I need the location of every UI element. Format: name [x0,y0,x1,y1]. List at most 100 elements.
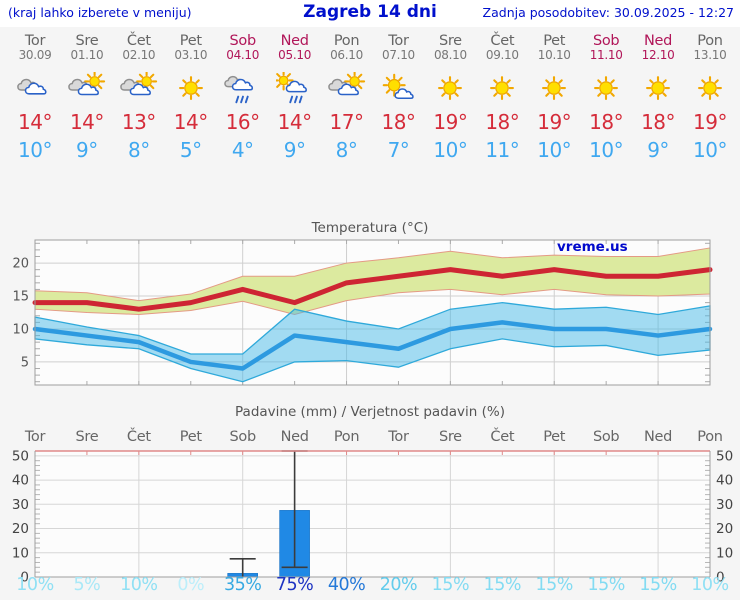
sunny-icon [528,72,580,106]
precip-day-label: Čet [126,429,151,445]
partly-sunny-icon [61,70,113,106]
high-temp: 19° [537,110,572,134]
day-name: Pon [333,33,360,49]
rain-icon [217,72,269,106]
high-temp: 19° [433,110,468,134]
day-name: Sre [75,33,99,49]
svg-text:15: 15 [12,290,29,305]
precipitation-day-labels: Tor Sre Čet Pet Sob Ned Pon Tor Sre Čet Pet Sob Ned P… [0,429,740,447]
sunny-icon [476,72,528,106]
day-name: Pet [543,33,566,49]
low-temp: 7° [387,138,410,162]
precip-day-label: Sob [229,429,256,445]
svg-text:5: 5 [21,355,29,370]
day-date: 01.10 [70,48,104,62]
day-date: 10.10 [537,48,571,62]
precip-day-label: Ned [280,429,309,445]
day-name: Sre [438,33,462,49]
svg-text:20: 20 [716,521,733,537]
precip-probability: 20% [379,575,418,595]
day-date: 02.10 [122,48,156,62]
low-temp: 5° [179,138,202,162]
precip-probability: 0% [177,575,205,595]
precip-probability: 15% [483,575,522,595]
precip-day-label: Pon [697,429,723,445]
day-name: Čet [126,33,151,49]
precip-probability: 15% [535,575,574,595]
high-temp: 14° [18,110,52,134]
svg-text:0: 0 [20,570,29,586]
precip-probability: 40% [327,575,366,595]
day-column[interactable]: Tor 07.10 18° 7° [372,34,424,163]
precip-probability: 10% [16,575,54,595]
low-temp: 9° [283,138,306,162]
day-column[interactable]: Sre 01.10 14° 9° [61,34,113,163]
high-temp: 13° [121,110,156,134]
svg-text:40: 40 [12,473,29,489]
precip-probability: 15% [639,575,677,595]
low-temp: 9° [647,138,669,162]
precip-day-label: Sob [592,429,620,445]
precip-day-label: Pon [333,429,360,445]
day-column[interactable]: Tor 30.09 14° 10° [9,34,61,163]
day-column[interactable]: Sre 08.10 19° 10° [424,34,476,163]
low-temp: 4° [231,138,254,162]
day-date: 06.10 [330,48,363,62]
sunny-icon [684,72,736,106]
sunny-icon [424,72,476,106]
precip-probability: 15% [431,575,470,595]
day-date: 08.10 [433,48,467,62]
precip-probability: 5% [73,575,101,595]
day-column[interactable]: Pon 13.10 19° 10° [684,34,736,163]
low-temp: 10° [537,138,572,162]
precip-day-label: Sre [438,429,462,445]
precip-day-label: Tor [388,429,409,445]
day-column[interactable]: Čet 02.10 13° 8° [113,34,165,163]
sun-rain-icon [269,70,321,106]
high-temp: 14° [69,110,104,134]
precip-probability: 10% [120,575,158,595]
partly-sunny-icon [321,70,373,106]
low-temp: 10° [433,138,468,162]
watermark-link[interactable]: vreme.us [557,239,628,255]
day-name: Čet [490,33,515,49]
low-temp: 10° [693,138,727,162]
temperature-chart: 5 10 15 20 [12,239,713,386]
precip-day-label: Sre [75,429,99,445]
precip-probability: 35% [223,575,262,595]
high-temp: 18° [641,110,676,134]
forecast-day-strip: Tor 30.09 14° 10° Sre 01.10 14° 9° Čet 02.10 13° 8°… [0,34,740,174]
precip-day-label: Pet [179,429,202,445]
day-column[interactable]: Pet 03.10 14° 5° [165,34,217,163]
day-column[interactable]: Ned 05.10 14° 9° [269,34,321,163]
svg-text:10: 10 [12,322,29,337]
high-temp: 18° [589,110,624,134]
day-name: Sob [229,33,256,49]
low-temp: 11° [485,138,520,162]
day-date: 03.10 [174,48,208,62]
day-column[interactable]: Sob 04.10 16° 4° [217,34,269,163]
high-temp: 14° [277,110,312,134]
sunny-icon [165,72,217,106]
low-temp: 8° [335,138,358,162]
high-temp: 17° [329,110,364,134]
day-column[interactable]: Ned 12.10 18° 9° [632,34,684,163]
day-column[interactable]: Pet 10.10 19° 10° [528,34,580,163]
day-date: 30.09 [18,48,52,62]
high-temp: 18° [485,110,520,134]
day-column[interactable]: Pon 06.10 17° 8° [321,34,373,163]
day-name: Ned [280,33,309,49]
page-header: (kraj lahko izberete v meniju) Zagreb 14… [0,0,740,27]
low-temp: 10° [589,138,624,162]
precip-day-label: Pet [543,429,566,445]
precip-day-label: Tor [24,429,46,445]
day-date: 12.10 [641,48,675,62]
low-temp: 9° [76,138,98,162]
menu-hint-text: (kraj lahko izberete v meniju) [8,5,192,20]
low-temp: 8° [127,138,150,162]
day-column[interactable]: Čet 09.10 18° 11° [476,34,528,163]
high-temp: 14° [173,110,208,134]
day-column[interactable]: Sob 11.10 18° 10° [580,34,632,163]
svg-text:10: 10 [12,545,29,561]
